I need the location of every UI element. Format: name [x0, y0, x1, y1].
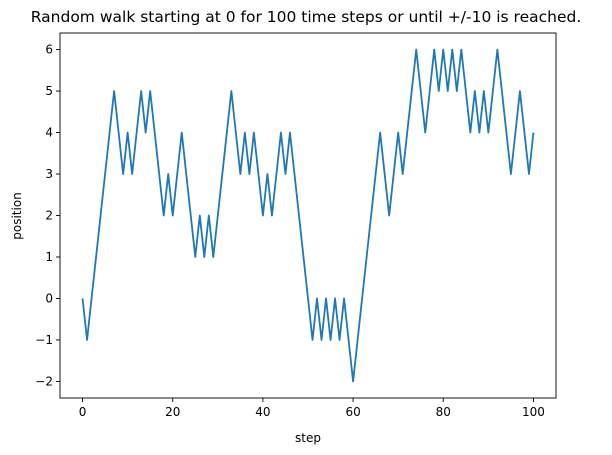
x-tick-label: 20	[165, 405, 180, 419]
x-tick-label: 100	[522, 405, 545, 419]
x-tick-label: 80	[436, 405, 451, 419]
y-axis-ticks: −2 −1 0 1 2 3 4 5 6	[35, 43, 60, 388]
x-axis-ticks: 0 20 40 60 80 100	[79, 398, 545, 419]
series-line-0	[81, 48, 535, 383]
x-tick-label: 60	[345, 405, 360, 419]
y-tick-label: −1	[35, 333, 53, 347]
x-tick-label: 40	[255, 405, 270, 419]
x-tick-label: 0	[79, 405, 87, 419]
y-tick-label: 2	[45, 209, 53, 223]
y-tick-label: −2	[35, 374, 53, 388]
y-tick-label: 6	[45, 43, 53, 57]
y-tick-label: 0	[45, 291, 53, 305]
y-tick-label: 1	[45, 250, 53, 264]
y-tick-label: 4	[45, 126, 53, 140]
x-axis-label: step	[295, 431, 321, 445]
series-layer	[81, 48, 535, 383]
y-axis-label: position	[10, 192, 24, 240]
y-tick-label: 5	[45, 84, 53, 98]
chart-title: Random walk starting at 0 for 100 time s…	[31, 8, 582, 26]
y-tick-label: 3	[45, 167, 53, 181]
plot-frame	[59, 32, 557, 399]
